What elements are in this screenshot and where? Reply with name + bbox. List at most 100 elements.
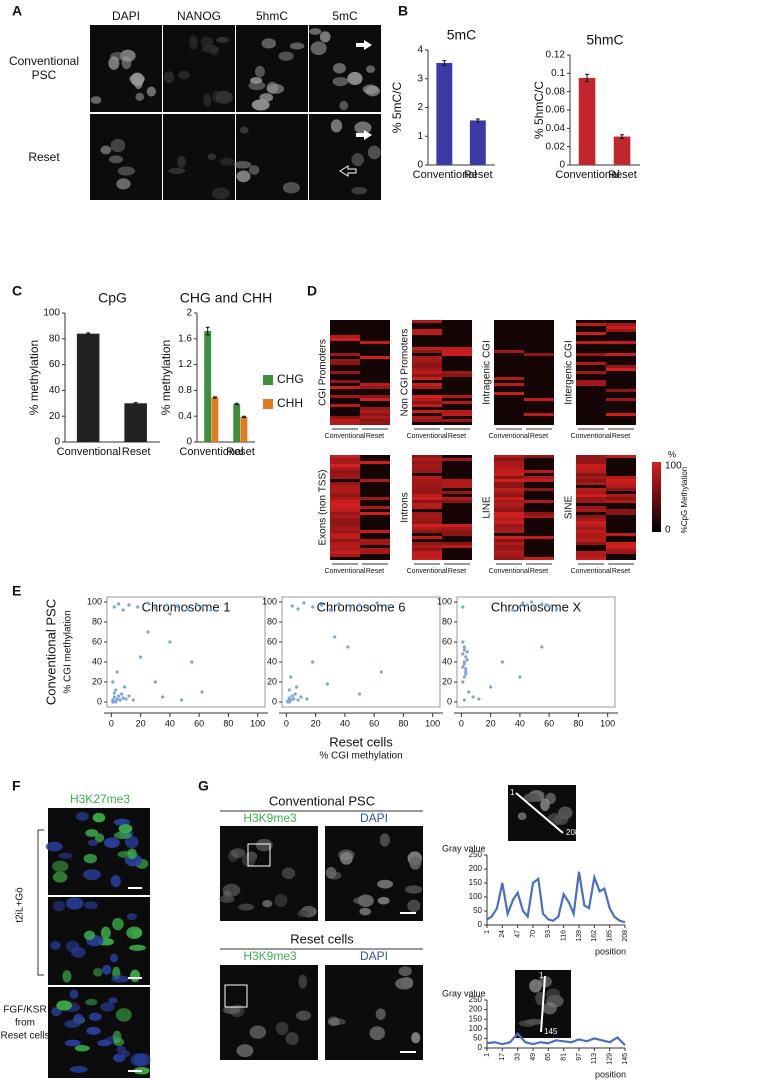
chart-title: Chromosome 6 <box>317 599 406 614</box>
nucleus <box>365 65 376 73</box>
nucleus <box>328 871 342 880</box>
nucleus <box>83 930 96 941</box>
x-tick-label: 81 <box>561 1053 568 1061</box>
y-tick-label: 100 <box>43 308 60 319</box>
heatmap-row <box>494 518 524 521</box>
point <box>379 670 384 674</box>
heatmap-label: Intragenic CGI <box>482 340 493 404</box>
heatmap-row <box>576 536 606 539</box>
heatmap-row <box>360 356 390 359</box>
heatmap-row <box>576 371 606 374</box>
nucleus <box>365 85 381 97</box>
scale-bar <box>128 1070 142 1072</box>
heatmap-row <box>606 545 636 548</box>
heatmap-label: SINE <box>564 496 575 520</box>
nucleus <box>129 944 146 951</box>
heatmap-row <box>412 356 442 359</box>
point <box>146 630 150 634</box>
stain-label: DAPI <box>360 811 388 825</box>
bar <box>124 403 147 442</box>
y-axis-label: Conventional PSC <box>43 599 58 705</box>
column-label: 5hmC <box>256 9 288 23</box>
profile <box>486 871 626 924</box>
nucleus <box>135 92 145 101</box>
heatmap-row <box>606 329 636 332</box>
profile-end: 1 <box>539 971 544 980</box>
heatmap-row <box>330 419 360 422</box>
nucleus <box>266 81 279 94</box>
panel-letter: F <box>12 778 21 794</box>
point <box>194 602 198 606</box>
point <box>464 672 468 676</box>
heatmap-row <box>412 365 442 368</box>
nucleus <box>103 837 120 848</box>
nucleus <box>359 907 372 916</box>
y-tick-label: 40 <box>92 656 102 666</box>
group-label: Reset cells <box>1 1031 50 1042</box>
heatmap-row <box>412 383 442 386</box>
y-tick-label: 0.8 <box>178 385 192 396</box>
column-label: Reset <box>530 433 548 440</box>
x-tick-label: 80 <box>223 718 233 728</box>
heatmap-row <box>412 419 442 422</box>
nucleus <box>113 831 132 840</box>
heatmap-row <box>576 554 606 557</box>
heatmap-row <box>576 461 606 464</box>
heatmap-row <box>576 323 606 326</box>
x-tick-label: 97 <box>576 1053 583 1061</box>
y-tick-label: 0 <box>97 696 102 706</box>
bar <box>578 77 596 165</box>
point <box>366 605 370 609</box>
x-tick-label: 80 <box>573 718 583 728</box>
point <box>554 607 559 611</box>
nucleus <box>69 1065 88 1073</box>
nucleus <box>200 36 214 48</box>
heatmap-row <box>494 551 524 554</box>
heatmap-row <box>576 506 606 509</box>
micrograph <box>325 826 423 921</box>
bar <box>204 331 212 442</box>
x-axis-label: % CGI methylation <box>319 751 402 762</box>
heatmap-row <box>576 497 606 500</box>
heatmap-row <box>576 509 606 512</box>
point <box>117 694 121 698</box>
heatmap-row <box>412 542 442 545</box>
point <box>461 605 465 609</box>
heatmap-row <box>494 527 524 530</box>
heatmap-row <box>606 485 636 488</box>
column-label: Conventional <box>571 433 612 440</box>
nucleus <box>340 851 353 865</box>
nucleus <box>351 186 368 195</box>
nucleus <box>233 161 252 169</box>
heatmap-row <box>360 413 390 416</box>
heatmap-row <box>412 377 442 380</box>
heatmap-row <box>606 341 636 344</box>
point <box>510 608 515 612</box>
nucleus <box>239 126 249 134</box>
heatmap-row <box>576 383 606 386</box>
point <box>200 605 204 609</box>
nucleus <box>85 829 99 837</box>
group-label: from <box>15 1018 35 1029</box>
heatmap-label: Introns <box>400 492 411 523</box>
heatmap-row <box>330 524 360 527</box>
x-tick-label: 17 <box>499 1053 506 1061</box>
section-title: Reset cells <box>290 931 354 946</box>
nucleus <box>377 879 394 889</box>
heatmap-row <box>412 545 442 548</box>
x-tick-label: Reset <box>226 446 255 458</box>
heatmap-row <box>412 467 442 470</box>
point <box>333 635 337 639</box>
nucleus <box>379 833 390 847</box>
y-tick-label: 250 <box>469 995 483 1004</box>
point <box>540 602 544 606</box>
point <box>289 675 293 679</box>
point <box>180 698 184 702</box>
x-tick-label: 0 <box>284 718 289 728</box>
column-label: Reset <box>366 433 384 440</box>
nucleus <box>58 852 73 859</box>
y-axis-label: % methylation <box>159 340 173 415</box>
heatmap-row <box>412 515 442 518</box>
heatmap-row <box>606 323 636 326</box>
heatmap-row <box>576 539 606 542</box>
